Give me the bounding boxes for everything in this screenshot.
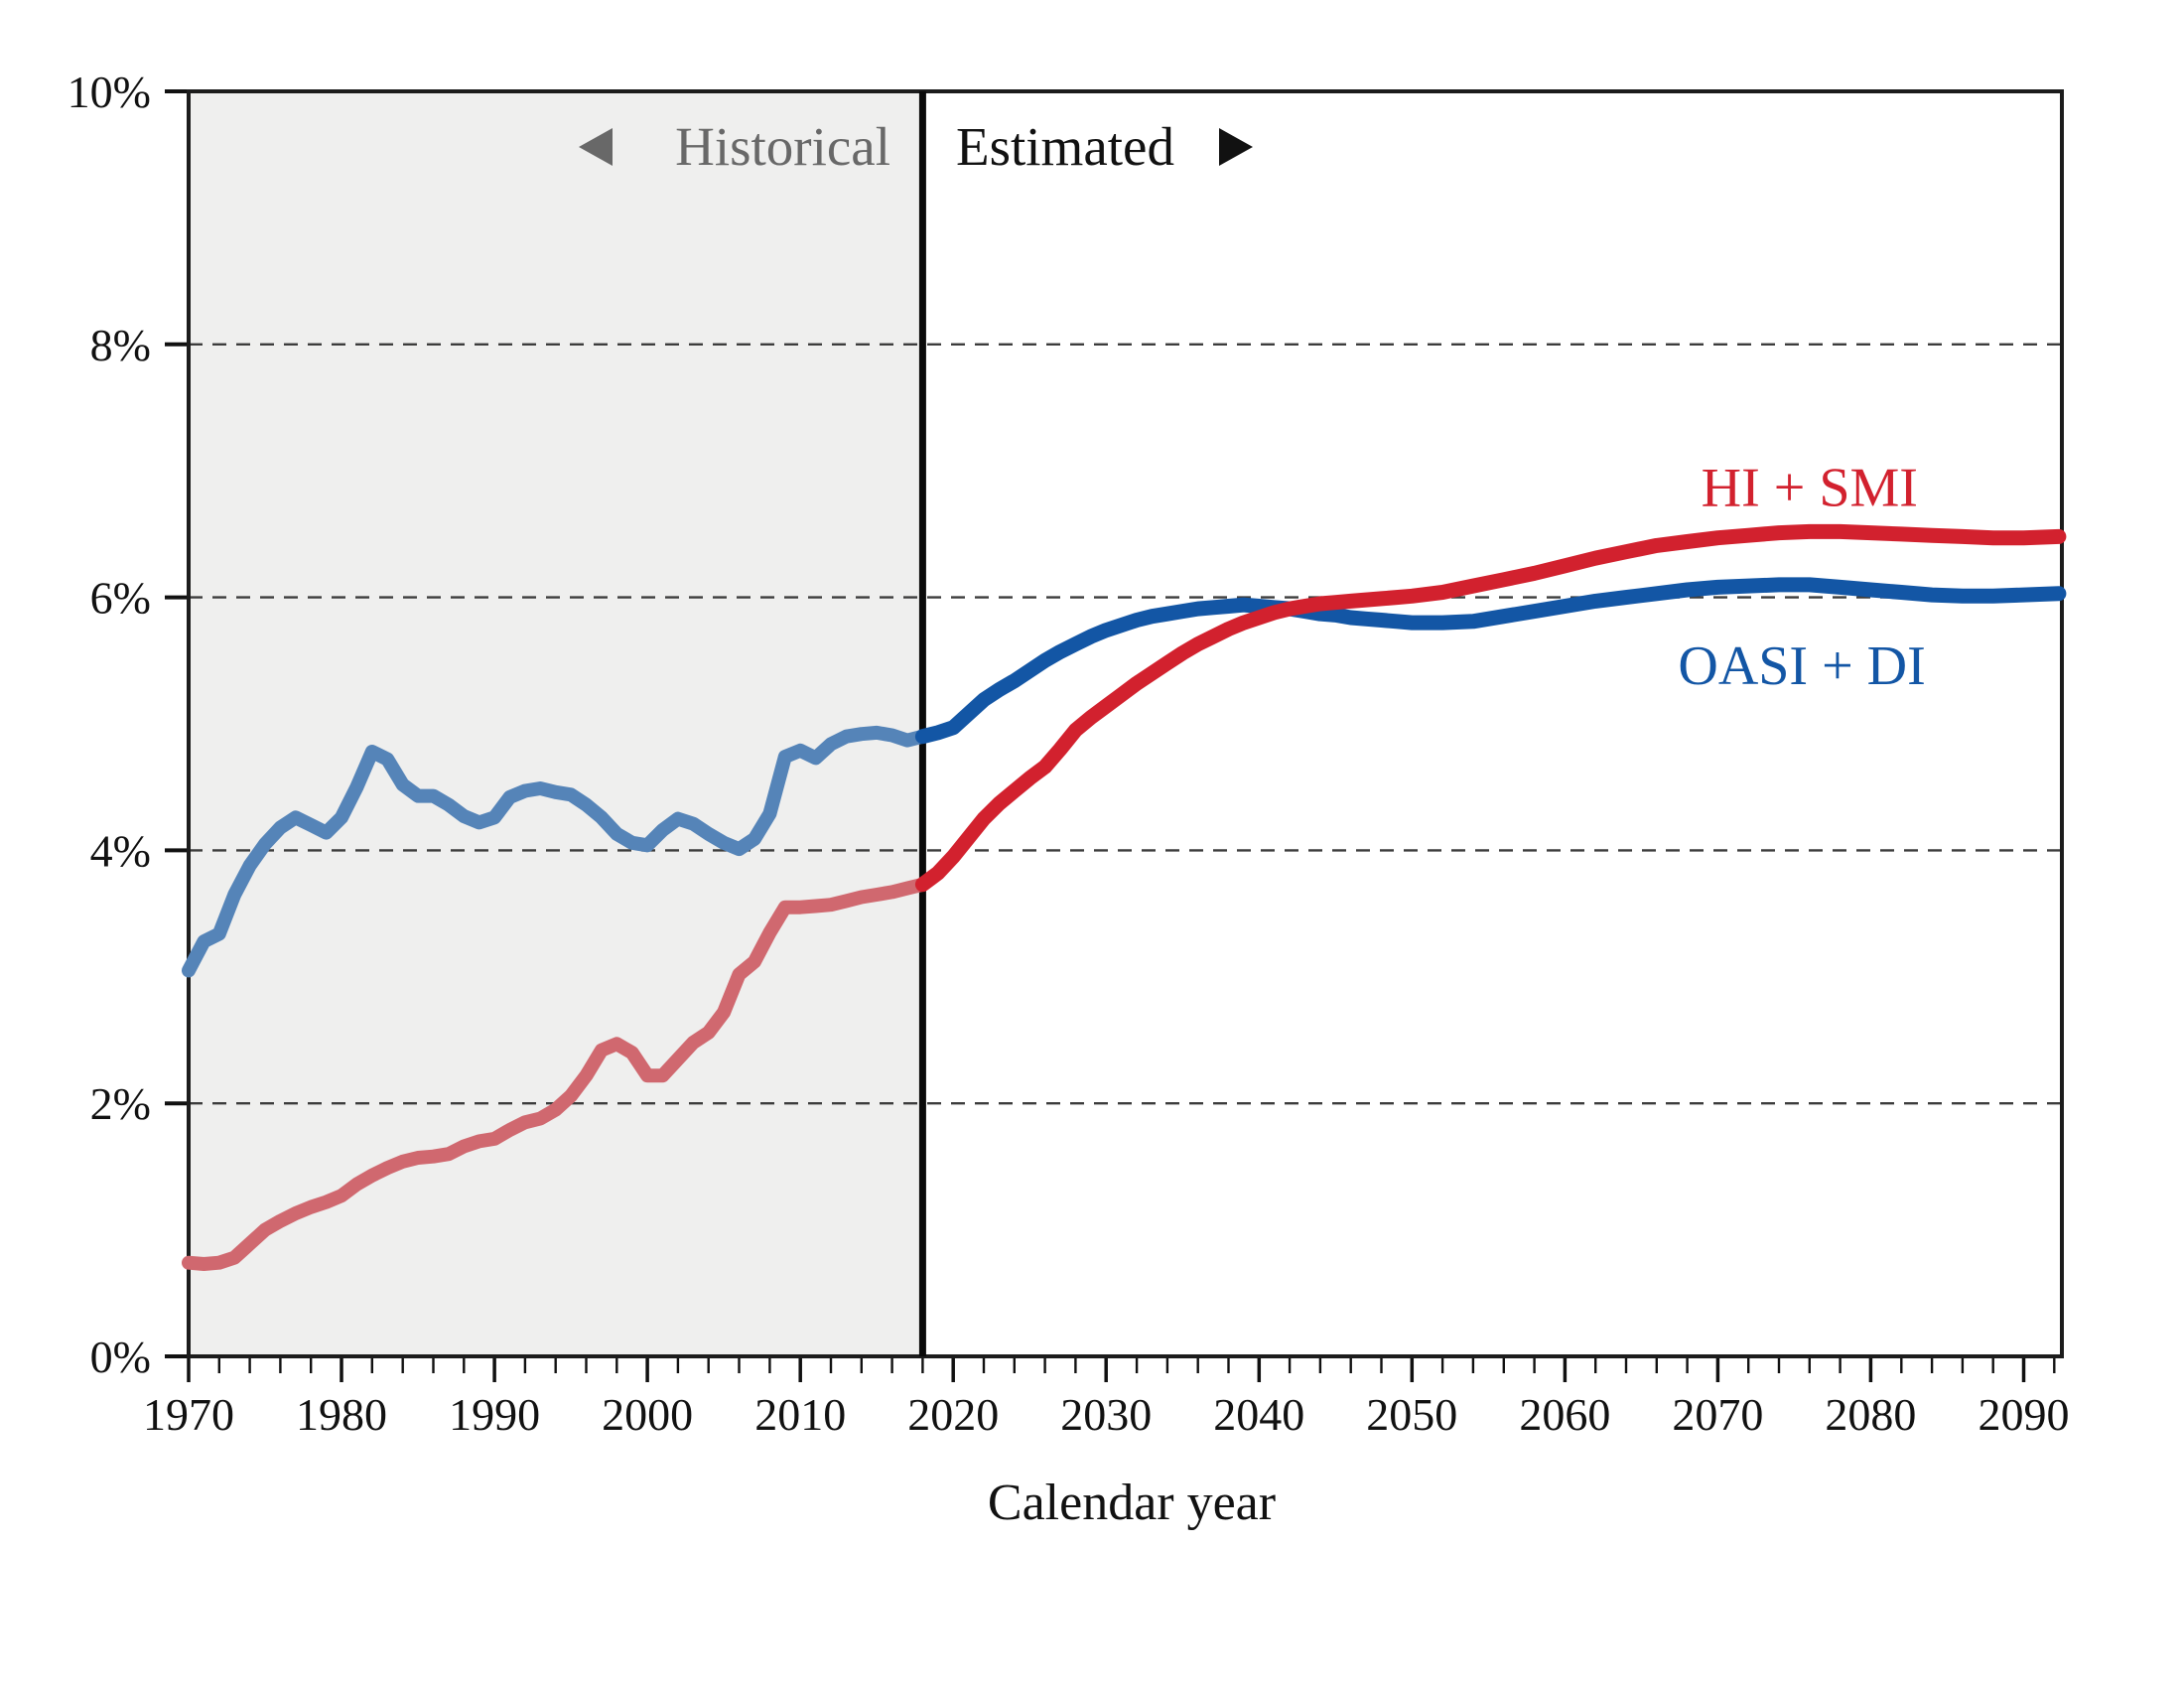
y-tick-label: 0% — [90, 1332, 151, 1382]
y-tick-label: 2% — [90, 1078, 151, 1129]
x-axis-ticks — [187, 1356, 2056, 1382]
x-tick-label: 2050 — [1366, 1389, 1457, 1440]
x-tick-label: 1970 — [143, 1389, 234, 1440]
hi-smi-line-estimated — [914, 523, 2067, 893]
estimated-right-arrow-icon — [1219, 128, 1253, 166]
y-tick-label: 8% — [90, 320, 151, 370]
plot-frame — [187, 89, 2064, 1358]
estimated-region-label: Estimated — [956, 116, 1174, 177]
y-tick-label: 4% — [90, 825, 151, 876]
x-tick-label: 2080 — [1825, 1389, 1916, 1440]
x-tick-label: 2000 — [602, 1389, 693, 1440]
y-tick-label: 6% — [90, 573, 151, 624]
x-tick-label: 1980 — [296, 1389, 387, 1440]
x-tick-label: 2090 — [1979, 1389, 2070, 1440]
x-tick-label: 2040 — [1213, 1389, 1304, 1440]
hi-smi-line-historical — [182, 877, 930, 1271]
x-tick-label: 1990 — [449, 1389, 540, 1440]
x-tick-label: 2010 — [754, 1389, 846, 1440]
x-tick-label: 2020 — [907, 1389, 999, 1440]
historical-left-arrow-icon — [579, 128, 613, 166]
historical-shaded-region — [189, 91, 923, 1356]
y-axis-tick-labels: 0% 2% 4% 6% 8% 10% — [68, 67, 151, 1382]
gridlines — [189, 343, 2062, 1105]
oasi-di-line-historical — [182, 725, 930, 978]
x-axis-tick-labels: 1970 1980 1990 2000 2010 2020 2030 2040 2050 2060… — [143, 1389, 2070, 1440]
x-axis-title: Calendar year — [988, 1475, 1276, 1531]
y-axis-ticks — [165, 89, 189, 1358]
x-tick-label: 2030 — [1060, 1389, 1152, 1440]
x-tick-label: 2060 — [1519, 1389, 1610, 1440]
historical-region-label: Historical — [675, 116, 890, 177]
oasi-di-series-label: OASI + DI — [1678, 635, 1925, 697]
y-tick-label: 10% — [68, 67, 151, 117]
x-tick-label: 2070 — [1672, 1389, 1763, 1440]
hi-smi-series-label: HI + SMI — [1702, 458, 1918, 519]
oasi-di-line-estimated — [914, 577, 2067, 745]
